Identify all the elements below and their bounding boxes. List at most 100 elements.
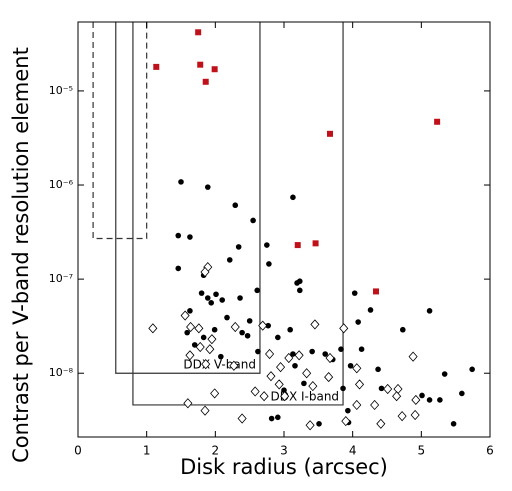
point: [301, 380, 307, 387]
point: [185, 350, 195, 361]
point: [200, 266, 210, 278]
point: [358, 346, 365, 352]
point: [175, 265, 182, 272]
point: [229, 360, 239, 371]
point: [325, 352, 335, 364]
point: [367, 307, 374, 313]
point: [355, 319, 361, 325]
point: [316, 421, 322, 427]
point: [250, 217, 256, 224]
point: [202, 78, 209, 85]
point: [195, 341, 205, 353]
x-axis-label: Disk radius (arcsec): [180, 455, 388, 479]
point: [232, 202, 239, 209]
point: [340, 385, 346, 392]
point: [224, 314, 230, 321]
point: [370, 399, 380, 411]
point: [310, 319, 320, 330]
point: [204, 295, 211, 301]
point: [373, 288, 380, 295]
point: [266, 261, 272, 267]
point: [153, 63, 160, 70]
point: [255, 348, 261, 355]
y-tick-label: 10⁻⁵: [49, 84, 73, 97]
point: [290, 194, 296, 201]
point: [345, 407, 351, 414]
point: [296, 278, 303, 285]
point: [397, 411, 407, 422]
x-tick-label: 3: [280, 444, 288, 458]
point: [434, 118, 441, 125]
y-tick-label: 10⁻⁸: [49, 366, 74, 379]
instrument-region: [115, 22, 261, 374]
point: [276, 362, 286, 373]
point: [239, 329, 245, 336]
point: [312, 240, 319, 247]
point: [218, 353, 224, 360]
point: [148, 323, 158, 334]
point: [197, 61, 204, 68]
point: [235, 244, 242, 250]
point: [187, 308, 193, 314]
point: [213, 291, 219, 298]
point: [375, 366, 381, 373]
point: [408, 351, 418, 362]
point: [441, 371, 448, 377]
point: [207, 334, 217, 345]
y-tick-label: 10⁻⁷: [49, 272, 73, 285]
point: [226, 257, 233, 263]
point: [287, 326, 293, 333]
point: [376, 418, 386, 429]
region-label: DDX I-band: [270, 389, 339, 403]
point: [339, 323, 349, 334]
point: [180, 310, 190, 321]
region-label: DDX V-band: [183, 358, 256, 372]
point: [410, 409, 420, 421]
x-tick-label: 5: [418, 444, 426, 458]
point: [347, 362, 354, 369]
point: [393, 383, 403, 395]
point: [264, 242, 270, 248]
point: [309, 348, 315, 355]
point: [183, 398, 193, 409]
point: [294, 242, 301, 249]
x-tick-label: 4: [349, 444, 357, 458]
point: [378, 385, 385, 392]
point: [200, 334, 207, 341]
point: [244, 332, 251, 339]
point: [178, 179, 184, 185]
point: [250, 386, 260, 397]
point: [292, 362, 298, 369]
point: [211, 326, 218, 333]
point: [205, 344, 215, 355]
x-tick-label: 1: [143, 444, 151, 458]
point: [351, 290, 358, 296]
y-axis-label: Contrast per V-band resolution element: [9, 47, 33, 463]
point: [459, 390, 465, 397]
point: [469, 366, 475, 373]
point: [294, 350, 304, 361]
point: [275, 414, 281, 421]
point: [338, 346, 344, 352]
point: [266, 371, 276, 382]
point: [419, 392, 425, 399]
point: [200, 405, 210, 416]
point: [201, 358, 211, 370]
point: [450, 421, 457, 427]
point: [195, 29, 202, 36]
point: [175, 232, 182, 239]
point: [237, 295, 243, 301]
point: [194, 323, 204, 334]
point: [296, 287, 303, 294]
x-tick-label: 2: [212, 444, 220, 458]
point: [280, 391, 290, 402]
point: [426, 308, 433, 314]
point: [187, 234, 193, 240]
point: [354, 379, 365, 390]
point: [327, 130, 334, 137]
point: [184, 329, 190, 336]
point: [392, 391, 402, 402]
plot-frame: [77, 21, 491, 438]
point: [258, 320, 268, 331]
point: [281, 387, 287, 394]
